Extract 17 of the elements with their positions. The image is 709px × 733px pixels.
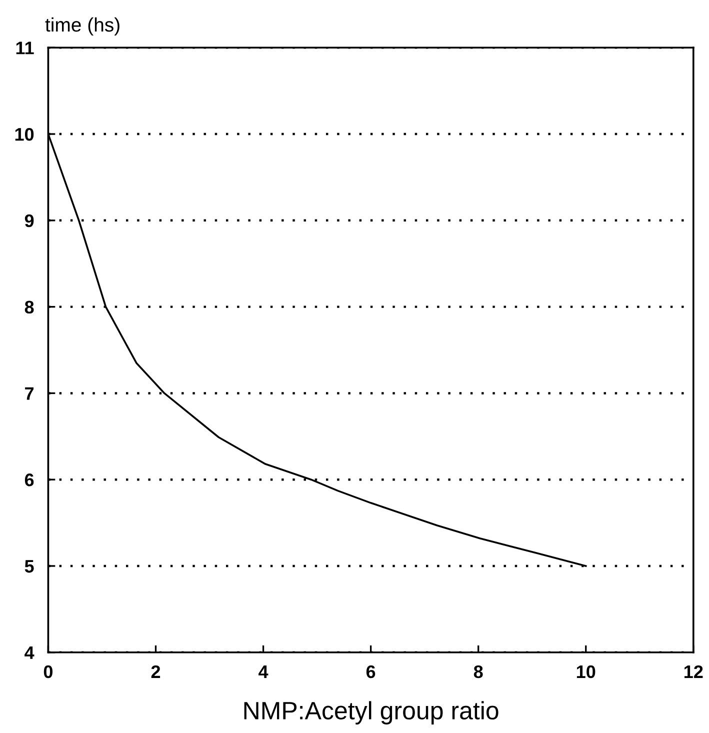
y-tick-label: 10 [15,128,34,141]
y-tick-label: 9 [24,214,34,228]
x-tick-label: 6 [366,665,376,678]
y-tick-label: 4 [24,646,34,659]
x-tick-label: 10 [576,665,596,678]
x-tick-label: 2 [151,665,160,678]
x-tick-label: 0 [44,665,52,678]
y-axis-title: time (hs) [45,17,120,36]
x-axis-title: NMP:Acetyl group ratio [244,701,498,724]
x-tick-label: 8 [474,665,483,678]
y-tick-label: 8 [24,300,34,314]
y-tick-label: 5 [24,560,34,573]
x-tick-label: 4 [258,666,268,678]
y-tick-label: 7 [25,387,34,400]
x-tick-label: 12 [684,665,703,678]
y-tick-label: 6 [24,474,34,486]
y-tick-label: 11 [16,42,34,54]
